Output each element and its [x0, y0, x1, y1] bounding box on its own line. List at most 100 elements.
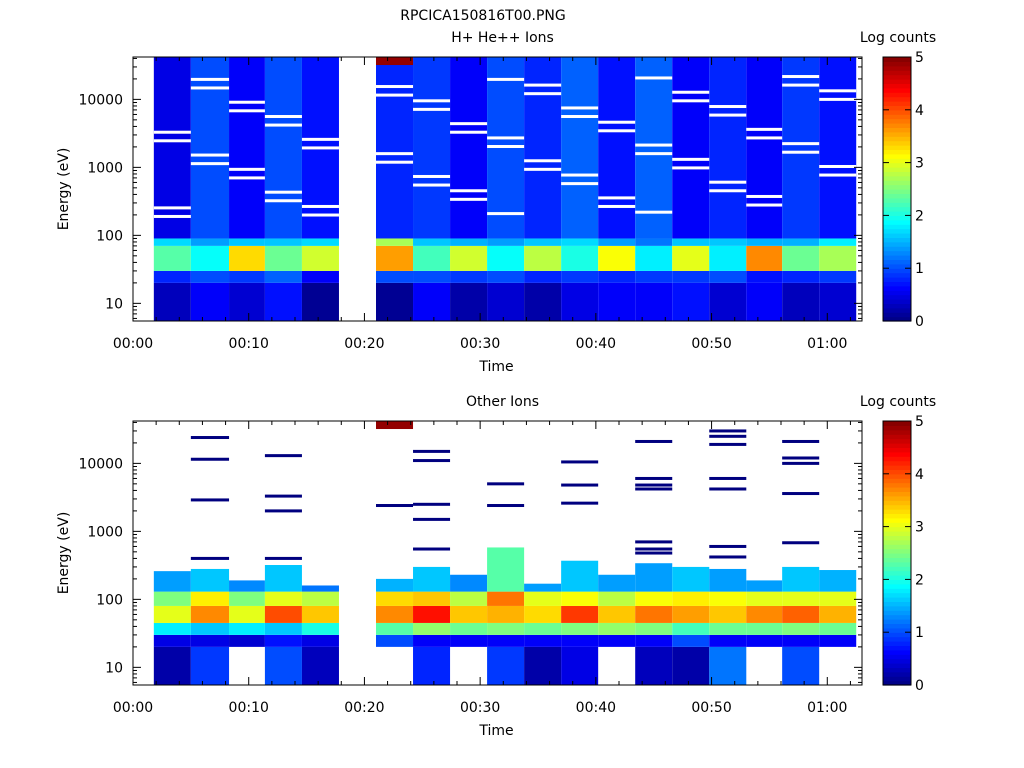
heatmap-cell: [746, 634, 783, 647]
heatmap-cell: [635, 591, 673, 606]
data-gap: [598, 204, 636, 208]
colorbar-segment: [883, 224, 911, 230]
x-tick-label: 00:30: [460, 336, 500, 352]
heatmap-cell: [672, 605, 710, 623]
heatmap-cell: [376, 634, 414, 647]
colorbar-frame: [882, 420, 912, 686]
heatmap-cell: [264, 270, 302, 283]
colorbar-segment: [883, 645, 911, 651]
heatmap-cell: [709, 622, 747, 635]
sparse-count-line: [190, 556, 230, 560]
heatmap-cell: [487, 646, 525, 685]
data-gap: [635, 76, 673, 80]
heatmap-cell: [450, 245, 488, 271]
colorbar-tick-label: 4: [915, 103, 924, 119]
heatmap-cell: [190, 238, 230, 246]
sparse-count-line: [635, 439, 673, 443]
heatmap-cell: [153, 270, 191, 283]
heatmap-cell: [376, 238, 414, 246]
heatmap-cell: [190, 591, 230, 606]
heatmap-cell: [672, 57, 710, 239]
heatmap-cell: [487, 282, 525, 321]
colorbar-segment: [883, 268, 911, 274]
heatmap-cell: [229, 245, 265, 271]
x-tick-label: 00:00: [113, 700, 153, 716]
heatmap-cell: [635, 622, 673, 635]
heatmap-cell: [672, 646, 710, 685]
heatmap-cell: [264, 282, 302, 321]
heatmap-cell: [746, 622, 783, 635]
heatmap-cell: [672, 591, 710, 606]
heatmap-cell: [598, 238, 636, 246]
heatmap-cell: [229, 605, 265, 623]
sparse-count-line: [487, 482, 525, 486]
heatmap-cell: [153, 622, 191, 635]
colorbar-segment: [883, 680, 911, 686]
x-axis-label: Time: [478, 359, 513, 375]
heatmap-cell: [672, 622, 710, 635]
colorbar-segment: [883, 676, 911, 682]
data-gap: [746, 136, 783, 140]
x-tick-label: 01:00: [807, 700, 847, 716]
colorbar-frame: [882, 56, 912, 322]
data-gap: [709, 180, 747, 184]
colorbar-segment: [883, 57, 911, 62]
data-gap: [782, 75, 820, 79]
y-tick-label: 10: [105, 660, 123, 676]
colorbar-segment: [883, 316, 911, 322]
colorbar-label: Log counts: [860, 394, 936, 410]
sparse-count-line: [635, 551, 673, 555]
colorbar-segment: [883, 175, 911, 181]
heatmap-cell: [635, 646, 673, 685]
colorbar-segment: [883, 548, 911, 554]
heatmap-cell: [746, 591, 783, 606]
x-tick-label: 00:40: [576, 336, 616, 352]
colorbar-segment: [883, 180, 911, 186]
sparse-count-line: [190, 457, 230, 461]
colorbar-segment: [883, 87, 911, 93]
y-axis-label: Energy (eV): [56, 148, 72, 231]
heatmap-cell: [635, 605, 673, 623]
colorbar-segment: [883, 307, 911, 313]
colorbar-segment: [883, 663, 911, 668]
heatmap-cell: [746, 282, 783, 321]
colorbar-segment: [883, 70, 911, 76]
colorbar-tick-label: 5: [915, 50, 924, 66]
heatmap-cell: [561, 634, 599, 647]
colorbar-segment: [883, 434, 911, 440]
heatmap-cell: [450, 634, 488, 647]
heatmap-cell: [229, 591, 265, 606]
data-gap: [413, 107, 451, 111]
data-gap: [301, 213, 339, 217]
heatmap-cell: [413, 282, 451, 321]
heatmap-cell: [524, 605, 562, 623]
heatmap-cell: [153, 245, 191, 271]
heatmap-cell: [450, 622, 488, 635]
heatmap-cell: [487, 634, 525, 647]
heatmap-cell: [153, 591, 191, 606]
colorbar-segment: [883, 149, 911, 155]
heatmap-cell: [819, 634, 857, 647]
heatmap-cell: [301, 282, 339, 321]
heatmap-cell: [153, 646, 191, 685]
heatmap-cell: [709, 634, 747, 647]
colorbar-segment: [883, 482, 911, 488]
plot-frame: [132, 56, 863, 322]
heatmap-cell: [487, 547, 525, 592]
heatmap-cell: [229, 270, 265, 283]
data-gap: [746, 194, 783, 198]
data-gap: [413, 99, 451, 103]
heatmap-cell: [782, 57, 820, 239]
heatmap-cell: [376, 270, 414, 283]
colorbar-segment: [883, 579, 911, 585]
colorbar-segment: [883, 627, 911, 633]
colorbar-segment: [883, 575, 911, 580]
heatmap-cell: [301, 585, 339, 592]
colorbar-segment: [883, 671, 911, 677]
data-gap: [598, 120, 636, 124]
sparse-count-line: [782, 492, 820, 496]
heatmap-cell: [450, 238, 488, 246]
heatmap-cell: [190, 646, 230, 685]
x-tick-label: 00:50: [691, 700, 731, 716]
heatmap-cell: [709, 605, 747, 623]
